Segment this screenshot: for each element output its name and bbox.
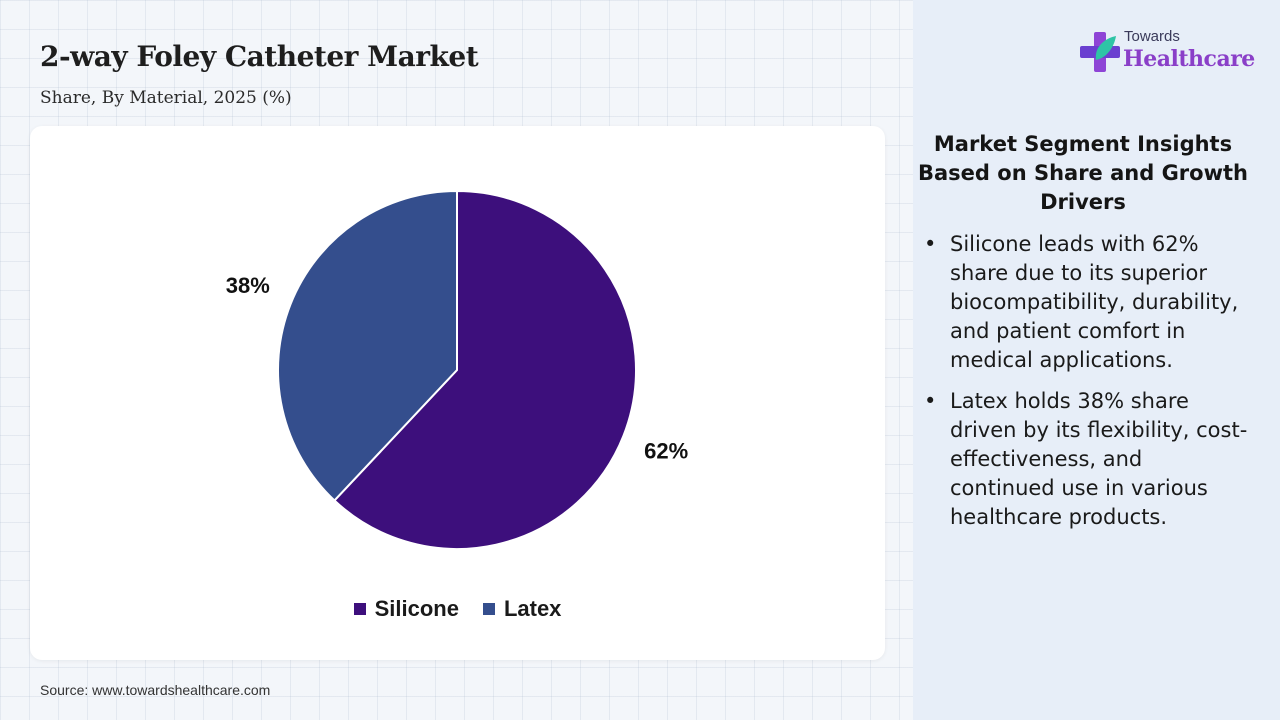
logo-big-text: Healthcare [1123,46,1255,72]
chart-title: 2-way Foley Catheter Market [40,40,479,73]
legend-swatch [353,603,366,615]
legend-swatch [482,603,495,615]
pie-slice-silicone [333,189,637,550]
data-label-silicone: 62% [644,439,688,464]
pie-slice-latex [277,189,458,502]
logo-small-text: Towards [1124,28,1180,45]
legend-label: Latex [503,596,562,621]
chart-subtitle: Share, By Material, 2025 (%) [40,88,292,108]
insight-item: Latex holds 38% share driven by its flex… [922,387,1252,532]
source-note: Source: www.towardshealthcare.com [40,682,271,698]
legend-item-silicone: Silicone [353,596,459,622]
data-label-latex: 38% [226,273,270,298]
chart-card: 62% 38% Silicone Latex [30,126,885,660]
insights-list: Silicone leads with 62% share due to its… [922,230,1252,544]
legend-item-latex: Latex [482,596,562,622]
legend-label: Silicone [374,596,459,621]
pie-chart: 62% 38% [226,189,688,550]
medical-cross-leaf-icon [1080,32,1120,72]
insight-item: Silicone leads with 62% share due to its… [922,230,1252,375]
chart-legend: Silicone Latex [30,596,885,622]
insights-title: Market Segment Insights Based on Share a… [918,132,1248,214]
brand-logo: Towards Healthcare [1080,28,1260,78]
